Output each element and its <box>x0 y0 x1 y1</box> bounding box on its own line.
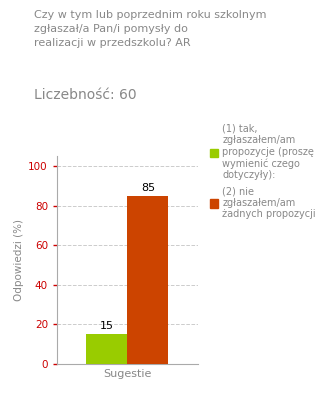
Text: Czy w tym lub poprzednim roku szkolnym
zgłaszał/a Pan/i pomysły do
realizacji w : Czy w tym lub poprzednim roku szkolnym z… <box>34 10 266 48</box>
Legend: (1) tak,
zgłaszałem/am
propozycje (proszę
wymienić czego
dotyczyły):, (2) nie
zg: (1) tak, zgłaszałem/am propozycje (prosz… <box>210 124 316 220</box>
Text: Liczebność: 60: Liczebność: 60 <box>34 88 136 102</box>
Bar <box>127 196 168 364</box>
Text: 85: 85 <box>141 183 155 193</box>
Text: 15: 15 <box>100 321 114 331</box>
Y-axis label: Odpowiedzi (%): Odpowiedzi (%) <box>14 219 24 301</box>
Bar <box>86 334 127 364</box>
